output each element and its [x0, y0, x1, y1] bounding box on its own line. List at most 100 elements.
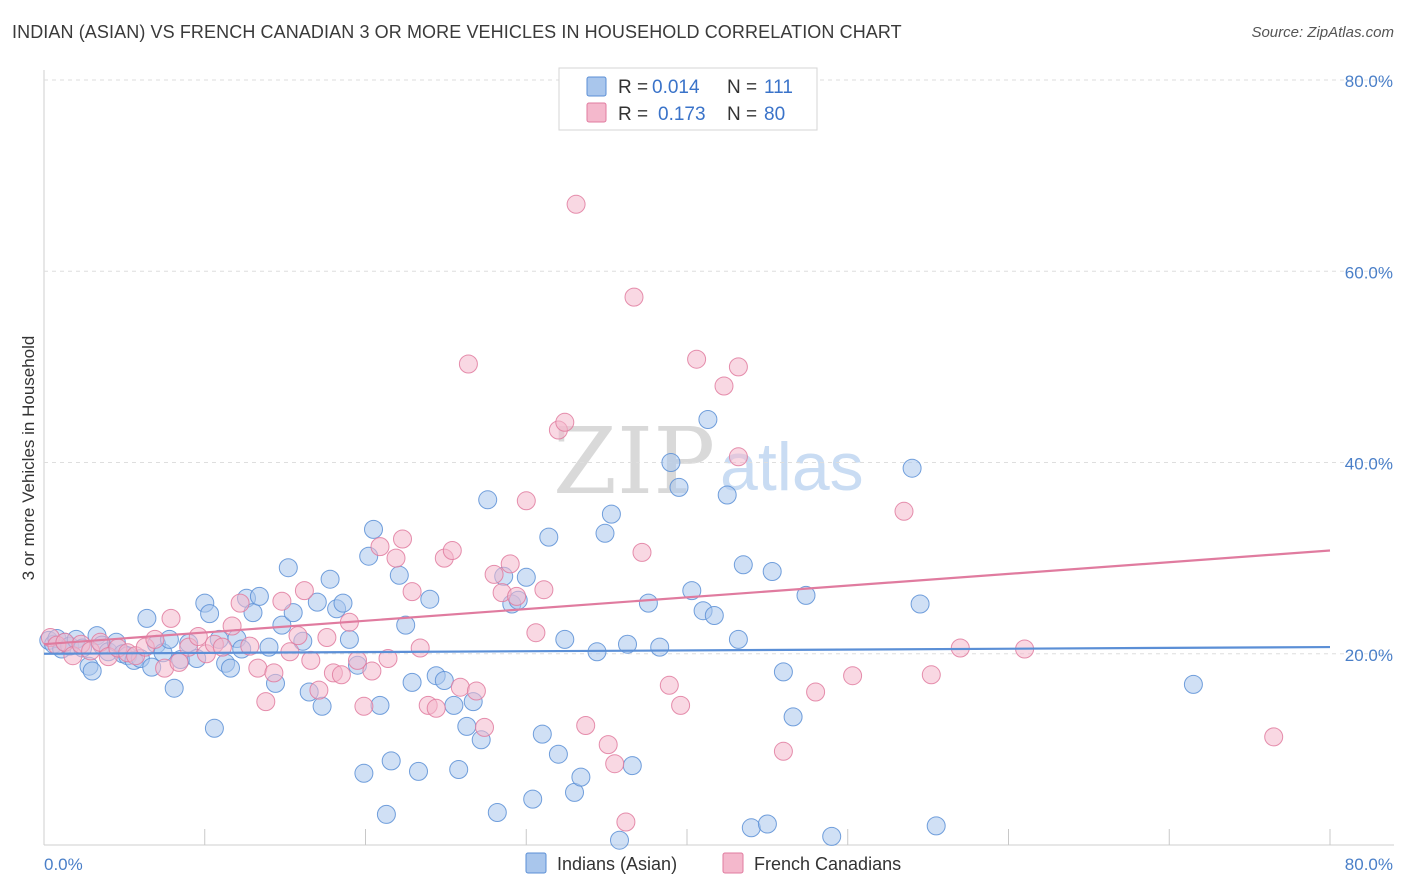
source-label: Source: ZipAtlas.com	[1251, 24, 1394, 41]
data-point	[364, 519, 383, 539]
data-point	[442, 541, 462, 560]
data-point	[333, 593, 353, 613]
legend-r-value-2: 0.173	[658, 104, 706, 125]
trend-line	[43, 645, 1331, 655]
data-point	[354, 696, 374, 716]
data-point	[484, 564, 504, 584]
bottom-legend-label-indians: Indians (Asian)	[557, 854, 677, 874]
data-point	[523, 789, 543, 809]
data-point	[822, 826, 842, 846]
data-point	[204, 718, 224, 738]
data-point	[309, 680, 329, 700]
data-point	[534, 580, 554, 600]
data-point	[921, 665, 941, 685]
data-point	[773, 741, 793, 761]
data-point	[402, 582, 422, 602]
data-point	[272, 591, 292, 611]
series-french-canadians	[40, 194, 1284, 832]
bottom-legend-label-french: French Canadians	[754, 854, 901, 874]
data-point	[378, 649, 398, 668]
data-point	[728, 629, 748, 649]
data-point	[256, 692, 276, 712]
gridlines	[44, 79, 1394, 655]
data-point	[449, 760, 469, 779]
bottom-legend-swatch-french	[722, 852, 744, 874]
data-point	[671, 695, 691, 715]
data-point	[161, 608, 181, 628]
data-point	[458, 354, 478, 374]
data-point	[248, 658, 268, 678]
data-point	[169, 652, 189, 672]
data-point	[624, 287, 644, 307]
data-point	[409, 761, 428, 781]
data-point	[539, 527, 559, 547]
chart-title: INDIAN (ASIAN) VS FRENCH CANADIAN 3 OR M…	[12, 22, 902, 42]
data-point	[717, 485, 737, 505]
data-point	[264, 663, 284, 683]
data-point	[698, 410, 718, 429]
data-point	[230, 593, 250, 613]
data-point	[389, 565, 409, 585]
y-tick-label: 20.0%	[1345, 646, 1393, 665]
data-point	[188, 627, 208, 646]
watermark-atlas: atlas	[720, 429, 864, 505]
data-point	[164, 678, 184, 698]
data-point	[200, 604, 220, 624]
data-point	[212, 637, 232, 657]
y-axis-label: 3 or more Vehicles in Household	[19, 336, 38, 581]
data-point	[507, 586, 527, 606]
data-point	[616, 812, 636, 832]
legend-n-value-1: 111	[764, 77, 793, 98]
data-point	[362, 661, 382, 681]
data-point	[650, 637, 670, 657]
data-point	[704, 606, 724, 625]
data-point	[728, 447, 748, 467]
data-point	[1264, 727, 1284, 747]
watermark-zip: ZIP	[553, 408, 715, 515]
data-point	[278, 558, 298, 578]
legend-n-label-2: N =	[727, 104, 757, 125]
data-point	[410, 638, 430, 658]
data-point	[307, 592, 327, 612]
data-point	[566, 194, 586, 214]
data-point	[762, 562, 782, 581]
trend-lines	[43, 549, 1331, 655]
data-point	[910, 594, 930, 614]
data-point	[331, 665, 351, 685]
data-point	[222, 616, 242, 636]
data-point	[137, 608, 157, 628]
data-point	[249, 586, 269, 606]
data-point	[605, 754, 625, 774]
data-point	[555, 629, 575, 649]
data-point	[393, 529, 412, 549]
data-point	[659, 675, 679, 695]
data-point	[902, 458, 922, 478]
data-point	[243, 603, 263, 623]
data-point	[926, 816, 946, 836]
data-point	[487, 803, 507, 822]
data-point	[396, 615, 416, 635]
data-point	[370, 695, 390, 715]
data-point	[894, 501, 914, 521]
y-tick-label: 60.0%	[1345, 263, 1393, 282]
legend-swatch-french	[586, 102, 607, 123]
data-point	[610, 830, 629, 850]
legend-n-label-1: N =	[727, 77, 757, 98]
data-point	[669, 477, 689, 497]
data-point	[420, 589, 440, 609]
data-point	[682, 581, 702, 601]
data-point	[555, 412, 575, 432]
data-point	[632, 542, 652, 562]
y-tick-label: 80.0%	[1345, 72, 1393, 91]
y-tick-labels: 20.0% 40.0% 60.0% 80.0%	[1345, 72, 1393, 665]
data-point	[478, 490, 498, 510]
data-point	[240, 636, 260, 656]
data-point	[426, 698, 446, 718]
data-point	[457, 716, 477, 736]
legend-swatch-indians	[586, 76, 607, 97]
legend-n-value-2: 80	[764, 104, 785, 125]
x-tick-label-right: 80.0%	[1345, 855, 1393, 874]
data-point	[434, 671, 454, 690]
y-tick-label: 40.0%	[1345, 455, 1393, 474]
data-point	[516, 491, 536, 511]
